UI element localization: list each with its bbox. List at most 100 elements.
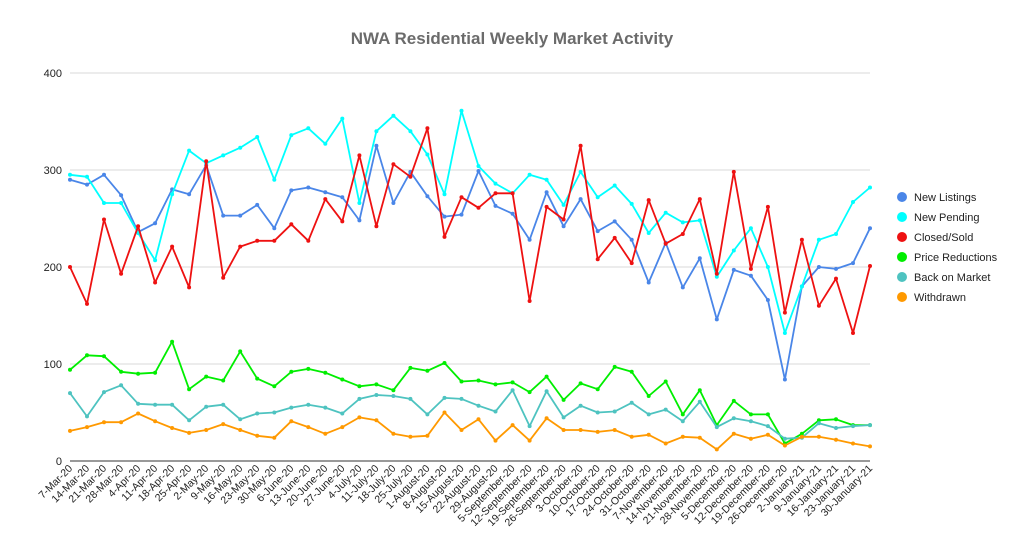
chart-title: NWA Residential Weekly Market Activity: [351, 29, 674, 48]
data-point-withdrawn: [170, 426, 175, 430]
data-point-closed-sold: [408, 174, 413, 179]
data-point-new-pending: [391, 113, 396, 118]
data-point-price-reductions: [646, 394, 651, 398]
data-point-new-pending: [289, 133, 294, 138]
data-point-closed-sold: [68, 265, 72, 269]
series-withdrawn: [68, 410, 872, 452]
data-point-withdrawn: [510, 423, 515, 428]
data-point-new-listings: [510, 211, 515, 216]
data-point-withdrawn: [782, 443, 787, 448]
data-point-price-reductions: [680, 412, 685, 417]
data-point-closed-sold: [834, 276, 838, 281]
data-point-withdrawn: [374, 418, 379, 423]
data-point-withdrawn: [85, 425, 89, 430]
data-point-new-listings: [493, 203, 498, 208]
data-point-new-pending: [374, 129, 379, 134]
data-point-new-pending: [765, 265, 770, 269]
data-point-withdrawn: [595, 429, 600, 434]
data-point-price-reductions: [408, 365, 413, 370]
data-point-closed-sold: [204, 159, 209, 164]
data-point-price-reductions: [731, 398, 736, 403]
series-new-pending: [68, 108, 872, 335]
data-point-withdrawn: [561, 428, 566, 432]
legend-marker: [897, 212, 907, 222]
data-point-closed-sold: [765, 204, 770, 209]
data-point-back-on-market: [119, 383, 124, 388]
data-point-new-pending: [595, 195, 600, 200]
y-tick-label: 100: [44, 359, 62, 371]
data-point-withdrawn: [851, 441, 855, 446]
data-point-closed-sold: [629, 261, 634, 266]
data-point-price-reductions: [544, 374, 549, 379]
data-point-new-listings: [595, 229, 600, 234]
data-point-withdrawn: [255, 433, 260, 438]
data-point-back-on-market: [868, 423, 872, 428]
legend-label: Price Reductions: [914, 252, 998, 264]
data-point-closed-sold: [187, 285, 192, 290]
data-point-new-listings: [612, 219, 617, 224]
data-point-price-reductions: [425, 368, 430, 373]
data-point-new-pending: [153, 258, 158, 263]
data-point-closed-sold: [782, 310, 787, 315]
data-point-withdrawn: [868, 444, 872, 449]
data-point-closed-sold: [527, 299, 532, 303]
data-point-price-reductions: [765, 412, 770, 417]
data-point-withdrawn: [136, 411, 141, 416]
data-point-price-reductions: [340, 377, 345, 382]
data-point-back-on-market: [834, 426, 838, 430]
data-point-price-reductions: [527, 390, 532, 395]
data-point-closed-sold: [255, 238, 260, 243]
data-point-price-reductions: [85, 353, 89, 358]
data-point-back-on-market: [493, 409, 498, 414]
data-point-new-listings: [102, 172, 106, 177]
data-point-new-pending: [459, 108, 464, 113]
data-point-new-listings: [374, 143, 379, 148]
data-point-new-listings: [578, 197, 583, 202]
data-point-price-reductions: [578, 381, 583, 386]
data-point-closed-sold: [680, 232, 685, 236]
data-point-new-listings: [561, 224, 566, 229]
data-point-withdrawn: [425, 433, 430, 438]
data-point-new-listings: [816, 265, 821, 269]
data-point-closed-sold: [663, 241, 668, 246]
data-point-closed-sold: [136, 224, 141, 229]
legend-item-price-reductions: Price Reductions: [897, 252, 998, 264]
data-point-back-on-market: [391, 394, 396, 398]
legend-label: Closed/Sold: [914, 232, 973, 244]
data-point-back-on-market: [731, 416, 736, 421]
legend-marker: [897, 272, 907, 282]
data-point-closed-sold: [868, 264, 872, 268]
data-point-back-on-market: [102, 390, 106, 395]
data-point-new-pending: [255, 135, 260, 139]
data-point-new-pending: [697, 218, 702, 223]
data-point-price-reductions: [612, 364, 617, 369]
data-point-new-pending: [527, 172, 532, 177]
data-point-back-on-market: [629, 400, 634, 405]
data-point-new-pending: [408, 129, 413, 134]
data-point-new-listings: [357, 218, 362, 223]
data-point-new-pending: [476, 164, 481, 169]
data-point-price-reductions: [255, 376, 260, 381]
data-point-new-listings: [629, 237, 634, 242]
data-point-back-on-market: [816, 421, 821, 426]
series-layer: [68, 108, 872, 452]
data-point-back-on-market: [323, 405, 328, 410]
data-point-back-on-market: [765, 424, 770, 429]
data-point-withdrawn: [544, 416, 549, 421]
data-point-price-reductions: [595, 387, 600, 392]
data-point-back-on-market: [306, 402, 311, 407]
data-point-new-listings: [851, 261, 855, 266]
data-point-price-reductions: [221, 378, 226, 383]
data-point-withdrawn: [612, 428, 617, 432]
data-point-new-listings: [834, 266, 838, 271]
legend-item-back-on-market: Back on Market: [897, 272, 990, 284]
data-point-closed-sold: [748, 266, 753, 271]
data-point-new-pending: [851, 200, 855, 204]
data-point-new-pending: [680, 220, 685, 225]
data-point-price-reductions: [629, 369, 634, 374]
data-point-new-listings: [306, 185, 311, 190]
data-point-price-reductions: [476, 378, 481, 383]
data-point-back-on-market: [595, 410, 600, 415]
